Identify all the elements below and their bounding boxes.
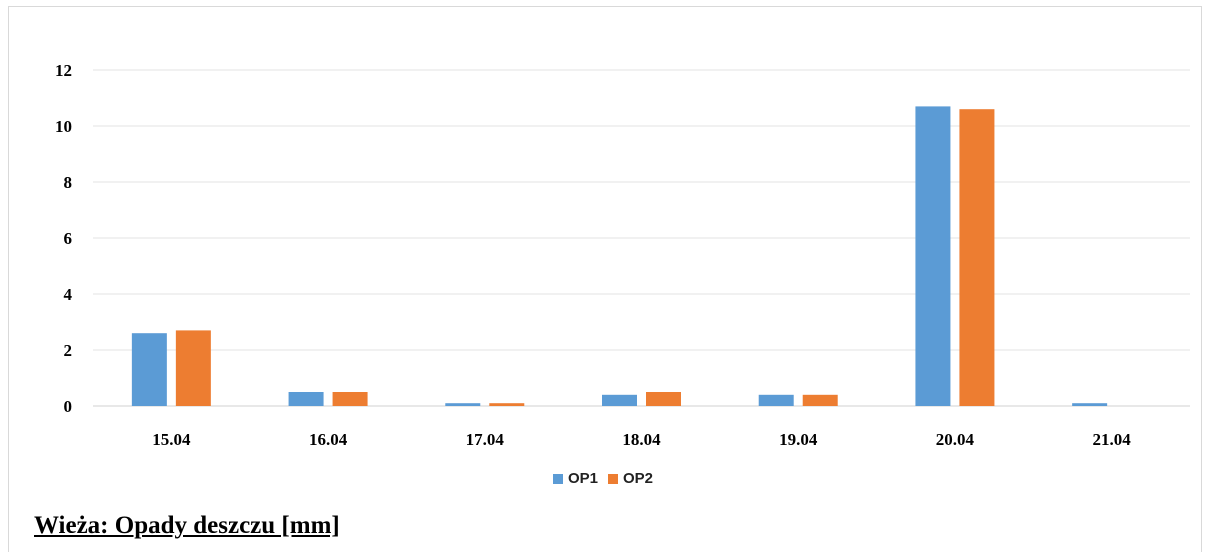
bar-op2-19.04 [802, 394, 838, 406]
legend: OP1 OP2 [0, 470, 1206, 487]
y-tick-label: 0 [64, 397, 73, 416]
x-tick-label: 20.04 [936, 430, 975, 449]
legend-label-op1: OP1 [567, 470, 598, 487]
bar-op2-18.04 [646, 392, 681, 406]
chart-caption: Wieża: Opady deszczu [mm] [34, 512, 340, 539]
bar-op1-17.04 [445, 403, 481, 406]
legend-label-op2: OP2 [623, 470, 654, 487]
legend-swatch-op1 [552, 473, 563, 484]
y-tick-label: 6 [64, 229, 73, 248]
x-tick-label: 15.04 [152, 430, 191, 449]
x-axis: 15.04 16.04 17.04 18.04 19.04 20.04 21.04 [152, 430, 1131, 449]
bar-op1-19.04 [758, 394, 794, 406]
legend-item-op1: OP1 [552, 470, 598, 487]
bar-op1-20.04 [915, 106, 951, 407]
legend-item-op2: OP2 [608, 470, 653, 487]
legend-swatch-op2 [608, 473, 618, 484]
bar-op1-18.04 [602, 394, 637, 406]
y-axis: 0 2 4 6 8 10 12 [55, 61, 73, 416]
bar-op2-20.04 [959, 109, 995, 406]
y-tick-label: 8 [64, 173, 73, 192]
bar-op2-17.04 [489, 403, 525, 406]
chart-frame [8, 6, 1202, 552]
bar-op2-16.04 [332, 392, 368, 406]
bar-op1-21.04 [1072, 403, 1108, 406]
y-tick-label: 2 [64, 341, 73, 360]
gridlines [93, 69, 1190, 407]
x-tick-label: 17.04 [466, 430, 505, 449]
y-tick-label: 4 [64, 285, 73, 304]
x-tick-label: 19.04 [779, 430, 818, 449]
bar-op2-15.04 [175, 330, 211, 406]
y-tick-label: 12 [55, 61, 72, 80]
bar-op1-16.04 [288, 392, 324, 406]
x-tick-label: 21.04 [1093, 430, 1132, 449]
bar-chart: 0 2 4 6 8 10 12 15.04 16.04 17.04 18.04 19.04 20.04… [55, 61, 1190, 449]
y-tick-label: 10 [55, 117, 72, 136]
x-tick-label: 16.04 [309, 430, 348, 449]
bar-op1-15.04 [131, 333, 167, 406]
bars [131, 106, 1108, 407]
x-tick-label: 18.04 [622, 430, 661, 449]
